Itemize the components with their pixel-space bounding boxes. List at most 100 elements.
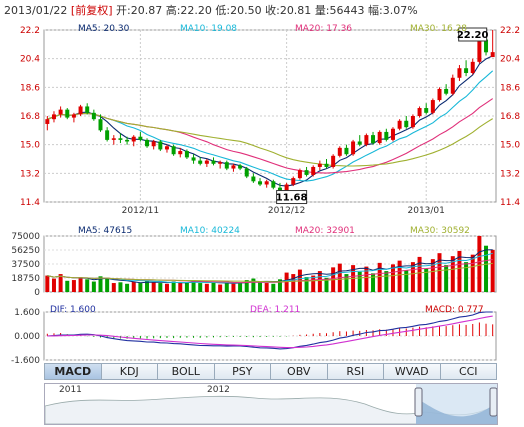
candle-body: [477, 39, 482, 62]
volume-ma10-label: MA10: 40224: [180, 226, 240, 236]
candle-body: [191, 157, 196, 161]
candle-body: [51, 114, 56, 120]
range-navigator[interactable]: 2011 2012: [44, 383, 498, 425]
volume-bar: [311, 275, 316, 292]
candle-body: [58, 109, 63, 115]
price-ma10-line: [47, 70, 494, 182]
volume-bar: [484, 245, 489, 292]
indicator-tabs: MACD KDJ BOLL PSY OBV RSI WVAD CCI: [44, 363, 497, 380]
candle-body: [164, 146, 169, 150]
candle-body: [284, 184, 289, 193]
volume-bar: [251, 278, 256, 292]
range-handle-left[interactable]: [414, 387, 423, 417]
volume-bar: [178, 283, 183, 292]
tab-macd[interactable]: MACD: [44, 363, 102, 380]
volume-bar: [198, 283, 203, 292]
candle-body: [151, 141, 156, 147]
date-axis-label: 2012/11: [122, 206, 159, 216]
volume-bar: [291, 274, 296, 292]
candle-body: [91, 112, 96, 120]
tab-psy[interactable]: PSY: [213, 363, 271, 380]
candle-body: [397, 120, 402, 129]
volume-bar: [125, 283, 130, 292]
volume-bar: [258, 282, 263, 292]
candle-body: [131, 136, 136, 142]
tab-obv[interactable]: OBV: [270, 363, 328, 380]
candle-body: [204, 160, 209, 164]
candle-body: [371, 135, 376, 144]
navigator-label-2011: 2011: [59, 385, 82, 395]
candle-body: [145, 139, 150, 147]
candle-body: [324, 163, 329, 167]
volume-bar: [138, 283, 143, 292]
volume-bar: [145, 280, 150, 292]
volume-bar: [45, 275, 50, 292]
macd-tick: 0.000: [14, 332, 40, 342]
volume-bar: [437, 253, 442, 292]
price-tick-right: 22.2: [500, 26, 520, 36]
volume-bar: [131, 281, 136, 292]
volume-ma20-label: MA20: 32901: [295, 226, 355, 236]
candle-body: [450, 77, 455, 94]
price-tick-left: 13.2: [20, 169, 40, 179]
volume-bar: [151, 282, 156, 292]
macd-dea-label: DEA: 1.211: [250, 305, 301, 315]
candle-body: [364, 135, 369, 145]
macd-dif-label: DIF: 1.600: [50, 305, 96, 315]
candle-body: [344, 147, 349, 155]
volume-bar: [218, 284, 223, 292]
volume-bar: [171, 281, 176, 292]
volume-bar: [271, 283, 276, 292]
volume-bar: [58, 274, 63, 292]
volume-bar: [51, 278, 56, 292]
tab-boll[interactable]: BOLL: [157, 363, 215, 380]
navigator-label-2012: 2012: [207, 385, 230, 395]
price-ma30-line: [47, 112, 493, 167]
volume-bar: [184, 282, 189, 292]
adjust-mode-link[interactable]: [前复权]: [70, 4, 113, 17]
date-axis-label: 2012/12: [268, 206, 305, 216]
volume-bar: [231, 283, 236, 292]
candle-body: [198, 160, 203, 164]
range-handle-right[interactable]: [489, 387, 497, 417]
candle-body: [271, 181, 276, 188]
low-callout-label: 11.68: [276, 193, 308, 204]
volume-bar: [464, 262, 469, 292]
candle-body: [404, 120, 409, 128]
price-ma5-line: [47, 55, 493, 187]
volume-bar: [397, 260, 402, 292]
volume-tick: 75000: [11, 232, 40, 242]
candle-body: [331, 155, 336, 167]
candle-body: [384, 131, 389, 140]
candle-body: [158, 141, 163, 150]
price-tick-left: 22.2: [20, 26, 40, 36]
volume-bar: [111, 283, 116, 292]
tab-wvad[interactable]: WVAD: [383, 363, 441, 380]
volume-bar: [264, 283, 269, 292]
candle-body: [118, 138, 123, 140]
volume-bar: [457, 250, 462, 292]
tab-kdj[interactable]: KDJ: [100, 363, 158, 380]
candle-body: [317, 163, 322, 167]
quote-low: 低:20.50: [215, 4, 262, 17]
tab-rsi[interactable]: RSI: [326, 363, 384, 380]
price-ma5-label: MA5: 20.30: [78, 24, 130, 34]
price-tick-left: 15.0: [20, 141, 40, 151]
price-ma30-label: MA30: 16.28: [410, 24, 468, 34]
volume-bar: [430, 259, 435, 292]
candle-body: [138, 136, 143, 140]
volume-bar: [444, 265, 449, 292]
volume-bar: [490, 249, 495, 292]
candle-body: [437, 88, 442, 101]
volume-bar: [364, 266, 369, 292]
tab-cci[interactable]: CCI: [439, 363, 497, 380]
volume-tick: 56250: [11, 246, 40, 256]
candle-body: [490, 52, 495, 58]
volume-bar: [164, 283, 169, 292]
candle-body: [258, 181, 263, 185]
volume-bar: [277, 279, 282, 292]
price-tick-left: 11.4: [20, 198, 40, 208]
candle-body: [238, 165, 243, 169]
macd-value-label: MACD: 0.777: [425, 305, 484, 315]
